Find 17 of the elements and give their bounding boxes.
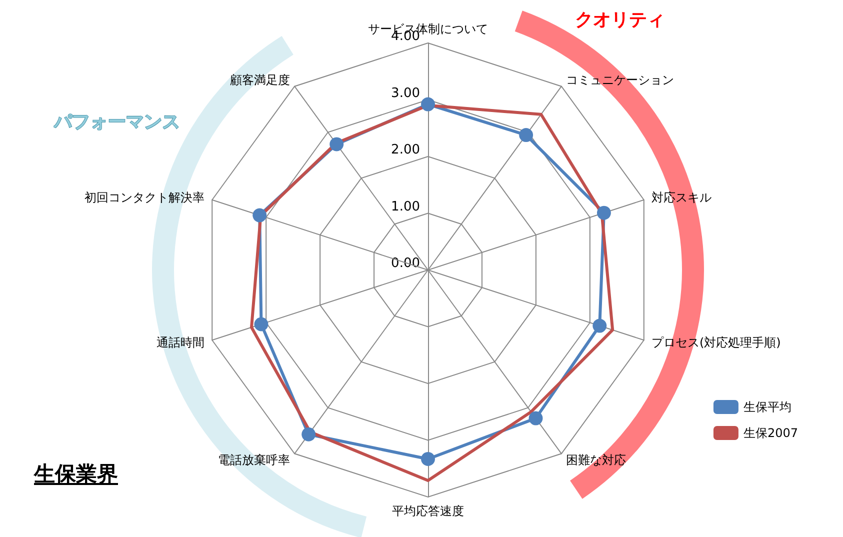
spoke-label: 電話放棄呼率: [218, 453, 290, 468]
text: 生保業界: [34, 461, 118, 488]
legend-label: 生保平均: [743, 400, 792, 414]
y-tick-label: 3.00: [391, 86, 420, 101]
y-tick-label: 1.00: [391, 199, 420, 214]
spoke-label: コミュニケーション: [566, 72, 674, 87]
text: パフォーマンス: [53, 112, 180, 132]
spoke-label: 平均応答速度: [392, 504, 464, 518]
spoke-label: 初回コンタクト解決率: [84, 190, 204, 204]
spoke-label: 対応スキル: [652, 190, 712, 204]
spoke-label: プロセス(対応処理手順): [652, 336, 781, 350]
legend-label: 生保2007: [743, 426, 798, 440]
spoke-label: 通話時間: [156, 336, 204, 350]
spoke-label: 顧客満足度: [230, 72, 290, 87]
text: クオリティ: [575, 10, 665, 30]
y-tick-label: 2.00: [391, 142, 420, 158]
spoke-label: 困難な対応: [566, 453, 626, 468]
